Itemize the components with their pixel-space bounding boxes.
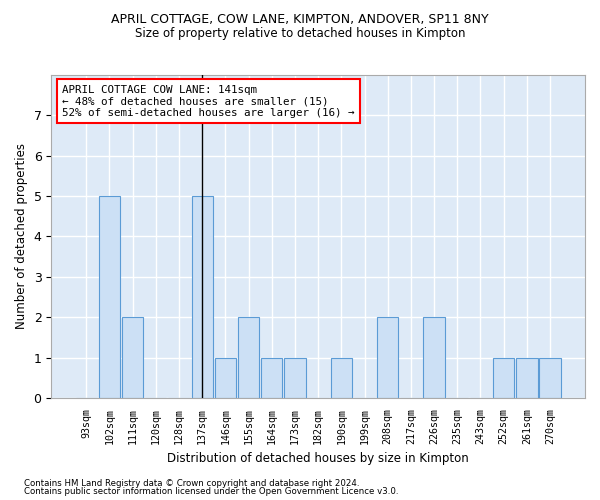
Text: Contains HM Land Registry data © Crown copyright and database right 2024.: Contains HM Land Registry data © Crown c… xyxy=(24,478,359,488)
Bar xyxy=(331,358,352,398)
Bar xyxy=(493,358,514,398)
Bar xyxy=(377,317,398,398)
Bar xyxy=(238,317,259,398)
Text: APRIL COTTAGE COW LANE: 141sqm
← 48% of detached houses are smaller (15)
52% of : APRIL COTTAGE COW LANE: 141sqm ← 48% of … xyxy=(62,84,355,118)
Y-axis label: Number of detached properties: Number of detached properties xyxy=(15,144,28,330)
Bar xyxy=(191,196,213,398)
Bar xyxy=(284,358,305,398)
Bar xyxy=(122,317,143,398)
X-axis label: Distribution of detached houses by size in Kimpton: Distribution of detached houses by size … xyxy=(167,452,469,465)
Bar xyxy=(539,358,561,398)
Bar xyxy=(215,358,236,398)
Bar xyxy=(99,196,120,398)
Bar xyxy=(261,358,283,398)
Text: APRIL COTTAGE, COW LANE, KIMPTON, ANDOVER, SP11 8NY: APRIL COTTAGE, COW LANE, KIMPTON, ANDOVE… xyxy=(111,12,489,26)
Text: Size of property relative to detached houses in Kimpton: Size of property relative to detached ho… xyxy=(135,28,465,40)
Text: Contains public sector information licensed under the Open Government Licence v3: Contains public sector information licen… xyxy=(24,487,398,496)
Bar xyxy=(516,358,538,398)
Bar xyxy=(424,317,445,398)
